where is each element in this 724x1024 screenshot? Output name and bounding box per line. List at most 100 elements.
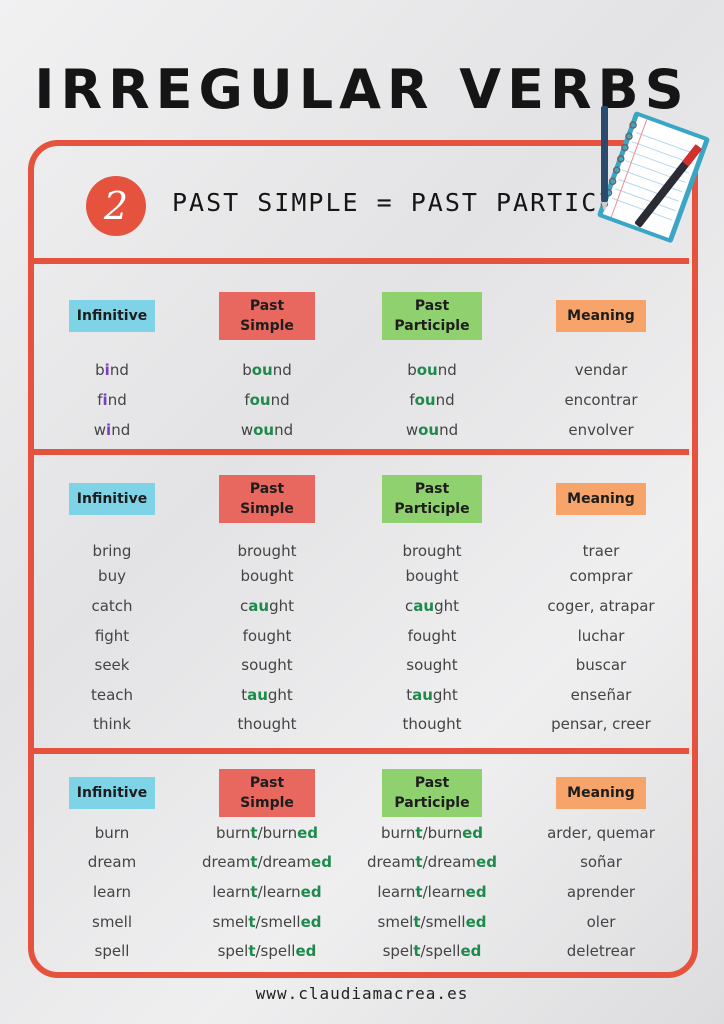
text-part: b [407, 361, 417, 379]
verb-cell: smell [32, 913, 192, 931]
text-part: /learn [257, 883, 301, 901]
text-part: c [405, 597, 414, 615]
highlight: ed [297, 824, 319, 842]
text-part: b [95, 361, 105, 379]
verb-cell: buy [32, 567, 192, 585]
verb-cell: coger, atrapar [521, 597, 681, 615]
text-part: /dream [257, 853, 312, 871]
verb-cell: bound [187, 361, 347, 379]
text-part: dream [87, 853, 137, 871]
frame [28, 140, 698, 978]
verb-cell: fought [352, 627, 512, 645]
text-part: ght [434, 597, 459, 615]
text-part: f [244, 391, 250, 409]
verb-cell: thought [352, 715, 512, 733]
verb-cell: fight [32, 627, 192, 645]
text-part: arder, quemar [547, 824, 655, 842]
divider [31, 258, 689, 264]
highlight: ou [249, 391, 271, 409]
highlight: au [412, 686, 433, 704]
verb-cell: vendar [521, 361, 681, 379]
notebook-illustration [597, 106, 710, 243]
highlight: t [248, 913, 256, 931]
column-header: Meaning [556, 483, 646, 515]
verb-cell: bring [32, 542, 192, 560]
highlight: au [413, 597, 435, 615]
column-header: Infinitive [69, 483, 155, 515]
highlight: ed [311, 853, 332, 871]
text-part: f [409, 391, 415, 409]
text-part: ght [432, 686, 458, 704]
text-part: t [406, 686, 413, 704]
verb-cell: think [32, 715, 192, 733]
text-part: f [97, 391, 103, 409]
text-part: /smell [420, 913, 466, 931]
text-part: w [405, 421, 419, 439]
highlight: ed [300, 913, 322, 931]
highlight: i [106, 421, 112, 439]
text-part: learn [377, 883, 416, 901]
text-part: /smell [255, 913, 301, 931]
text-part: nd [437, 361, 457, 379]
verb-cell: dream [32, 853, 192, 871]
text-part: coger, atrapar [547, 597, 655, 615]
text-part: burn [215, 824, 251, 842]
highlight: ed [300, 883, 322, 901]
verb-cell: learn [32, 883, 192, 901]
verb-cell: pensar, creer [521, 715, 681, 733]
text-part: fought [242, 627, 292, 645]
verb-cell: spelt/spelled [187, 942, 347, 960]
verb-cell: brought [352, 542, 512, 560]
text-part: ght [269, 597, 294, 615]
text-part: /spell [420, 942, 461, 960]
verb-cell: sought [352, 656, 512, 674]
text-part: smell [92, 913, 132, 931]
verb-cell: learnt/learned [352, 883, 512, 901]
text-part: teach [90, 686, 134, 704]
subtitle: PAST SIMPLE = PAST PARTICIPLE [172, 188, 667, 217]
verb-cell: brought [187, 542, 347, 560]
verb-cell: luchar [521, 627, 681, 645]
verb-cell: soñar [521, 853, 681, 871]
highlight: t [415, 883, 423, 901]
column-header: Meaning [556, 300, 646, 332]
highlight: au [248, 597, 270, 615]
verb-cell: find [32, 391, 192, 409]
verb-cell: found [187, 391, 347, 409]
highlight: ou [416, 361, 438, 379]
verb-cell: found [352, 391, 512, 409]
verb-cell: burn [32, 824, 192, 842]
text-part: bring [92, 542, 132, 560]
verb-cell: burnt/burned [187, 824, 347, 842]
text-part: dream [202, 853, 251, 871]
verb-cell: catch [32, 597, 192, 615]
column-header: Past Participle [382, 769, 482, 817]
text-part: ght [267, 686, 293, 704]
verb-cell: encontrar [521, 391, 681, 409]
verb-cell: arder, quemar [521, 824, 681, 842]
verb-cell: bound [352, 361, 512, 379]
verb-cell: taught [187, 686, 347, 704]
verb-cell: caught [352, 597, 512, 615]
verb-cell: aprender [521, 883, 681, 901]
verb-cell: oler [521, 913, 681, 931]
verb-cell: smelt/smelled [352, 913, 512, 931]
text-part: nd [435, 391, 455, 409]
text-part: b [242, 361, 252, 379]
text-part: vendar [574, 361, 628, 379]
text-part: spel [382, 942, 414, 960]
text-part: w [93, 421, 107, 439]
text-part: nd [272, 361, 292, 379]
verb-cell: comprar [521, 567, 681, 585]
text-part: learn [212, 883, 251, 901]
text-part: w [240, 421, 254, 439]
title: IRREGULAR VERBS [34, 58, 690, 121]
text-part: /spell [255, 942, 296, 960]
verb-cell: enseñar [521, 686, 681, 704]
highlight: t [415, 853, 423, 871]
text-part: thought [237, 715, 297, 733]
text-part: spell [94, 942, 130, 960]
text-part: oler [586, 913, 616, 931]
highlight: t [250, 824, 258, 842]
column-header: Past Participle [382, 475, 482, 523]
